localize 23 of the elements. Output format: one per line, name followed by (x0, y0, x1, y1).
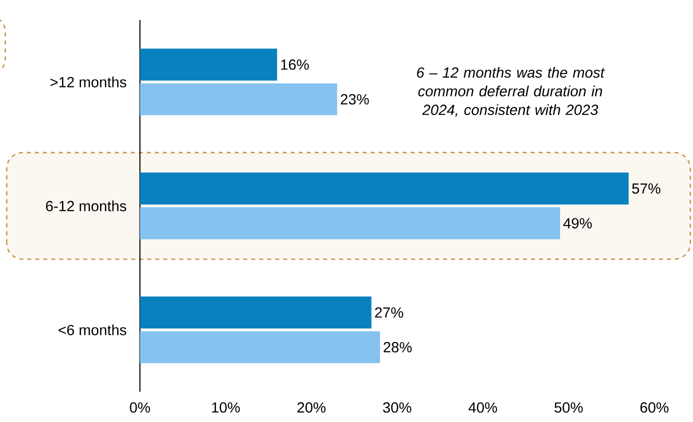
x-tick-label: 60% (640, 402, 668, 412)
x-tick-label: 50% (554, 402, 583, 412)
data-label: 49% (563, 218, 592, 228)
y-tick-label: >12 months (50, 76, 126, 88)
y-tick-label: <6 months (58, 324, 126, 335)
bar (140, 172, 629, 204)
data-label: 23% (340, 94, 369, 104)
x-tick-label: 30% (383, 402, 412, 412)
data-label: 57% (632, 183, 660, 194)
x-tick-label: 10% (212, 402, 240, 412)
y-tick-label: 6-12 months (46, 200, 126, 212)
bar (140, 83, 338, 116)
x-tick-label: 40% (468, 402, 497, 412)
x-tick-label: 0% (130, 402, 150, 412)
bar (140, 296, 372, 328)
data-label: 16% (281, 59, 309, 70)
bar (140, 48, 278, 80)
x-tick-label: 20% (297, 402, 326, 412)
data-label: 27% (375, 307, 404, 318)
bar (140, 207, 560, 240)
data-label: 28% (384, 342, 412, 352)
annotation: 6 – 12 months was the most common deferral duration in 2024, consistent with 2023 (417, 66, 605, 117)
bar (140, 330, 380, 363)
